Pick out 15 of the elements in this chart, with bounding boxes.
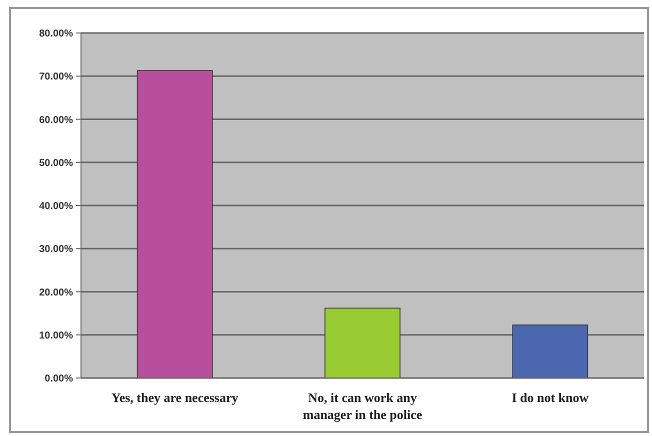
y-tick-label: 20.00%: [39, 287, 74, 298]
y-tick-label: 50.00%: [39, 158, 74, 169]
bar: [136, 70, 213, 378]
y-tick-label: 0.00%: [44, 374, 74, 384]
x-tick-label: I do not know: [512, 390, 590, 405]
y-tick-label: 80.00%: [39, 28, 74, 40]
y-tick-label: 40.00%: [39, 201, 74, 212]
y-tick-label: 70.00%: [39, 72, 74, 83]
y-tick-label: 60.00%: [39, 114, 74, 126]
bar: [512, 324, 588, 378]
x-tick-label: No, it can work any manager in the police: [302, 390, 422, 422]
bar: [324, 308, 400, 378]
y-tick-label: 30.00%: [39, 244, 74, 256]
y-tick-label: 10.00%: [39, 330, 74, 342]
x-tick-label: Yes, they are necessary: [111, 390, 239, 405]
